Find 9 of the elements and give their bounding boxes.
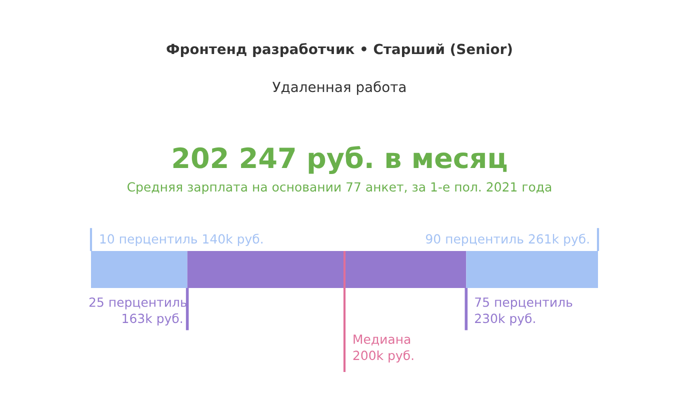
- text: 202 247 руб. в месяц: [173, 146, 507, 174]
- text: 75 перцентиль 230k руб.: [475, 298, 572, 326]
- chart-title: Фронтенд разработчик • Старший (Senior): [166, 43, 512, 57]
- text: Средняя зарплата на основании 77 анкет, за 1-е пол. 2021 года: [128, 182, 552, 194]
- text: 90 перцентиль 261k руб.: [426, 234, 589, 246]
- text: 10 перцентиль 140k руб.: [100, 234, 262, 246]
- chart-subtitle: Удаленная работа: [272, 81, 406, 95]
- text: 25 перцентиль 163k руб.: [89, 297, 187, 326]
- ref-line-label: Медиана 200k руб.: [353, 334, 414, 363]
